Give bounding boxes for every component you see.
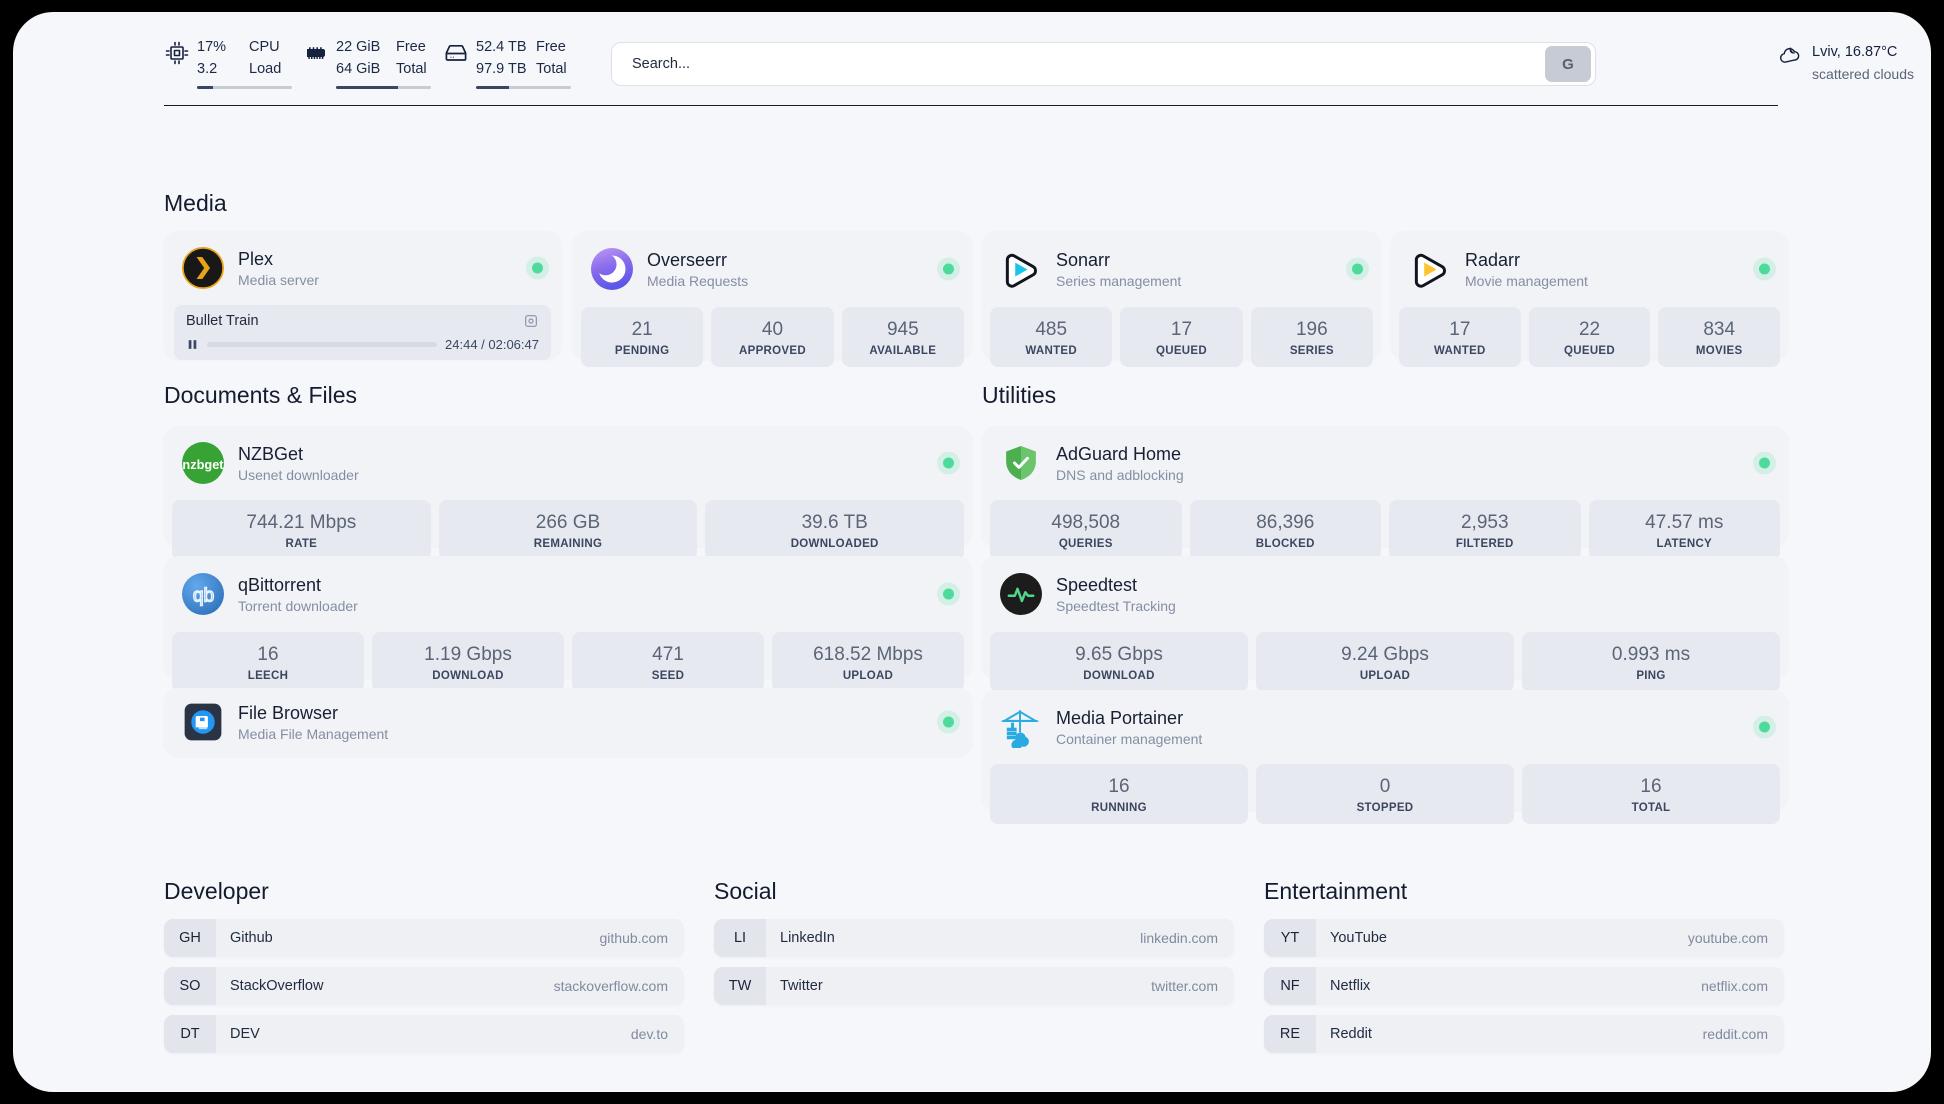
svg-text:nzbget: nzbget (182, 457, 224, 472)
svg-text:qb: qb (193, 585, 214, 606)
